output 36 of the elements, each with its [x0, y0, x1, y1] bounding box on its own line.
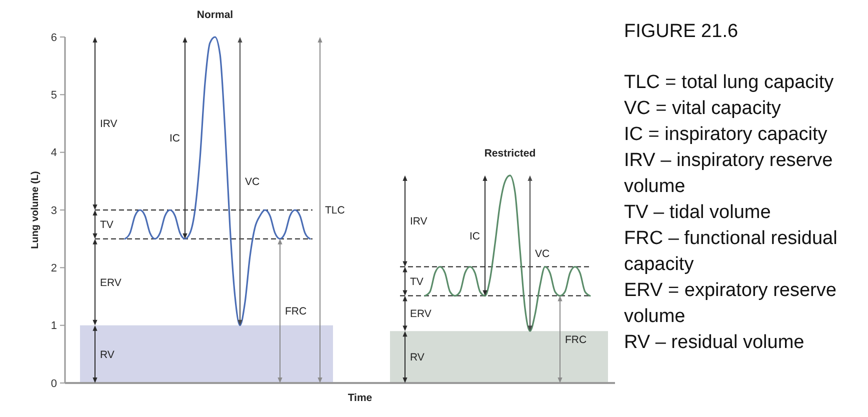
x-axis-title: Time	[348, 392, 372, 404]
y-tick-label: 0	[50, 378, 57, 390]
y-tick-label: 6	[50, 32, 57, 44]
text: TLC = total lung capacity	[624, 72, 834, 93]
annotation: IRV	[410, 216, 428, 228]
text: IC = inspiratory capacity	[624, 124, 828, 145]
annotation: IRV	[100, 118, 118, 130]
annotation: IC	[170, 132, 180, 145]
y-axis-title: Lung volume (L)	[30, 171, 41, 249]
text: TV – tidal volume	[624, 202, 771, 223]
line-series	[124, 36, 311, 326]
chart-title: Restricted	[484, 147, 536, 160]
annotation: TV	[410, 276, 424, 288]
chart-title: Normal	[196, 9, 234, 21]
y-tick-label: 2	[50, 262, 57, 275]
text: VC = vital capacity	[624, 98, 782, 119]
text: FRC – functional residual capacity	[624, 228, 838, 275]
text: IRV – inspiratory reserve volume	[624, 150, 833, 197]
annotation: IC	[470, 230, 480, 242]
annotation: TLC	[325, 204, 346, 217]
y-tick-label: 1	[50, 320, 57, 332]
text: FIGURE 21.6	[624, 21, 738, 42]
y-tick-label: 5	[50, 90, 57, 102]
annotation: VC	[245, 176, 260, 188]
annotation: FRC	[285, 306, 307, 318]
text: ERV = expiratory reserve volume	[624, 280, 836, 327]
annotation: VC	[535, 248, 550, 260]
band-label: RV	[100, 348, 114, 361]
annotation: ERV	[410, 308, 432, 320]
annotation: FRC	[565, 334, 587, 346]
band-label: RV	[410, 352, 424, 364]
y-tick-label: 4	[50, 147, 57, 160]
annotation: TV	[100, 219, 114, 232]
text: RV – residual volume	[624, 332, 804, 353]
y-tick-label: 3	[50, 204, 57, 217]
annotation: ERV	[100, 276, 122, 289]
